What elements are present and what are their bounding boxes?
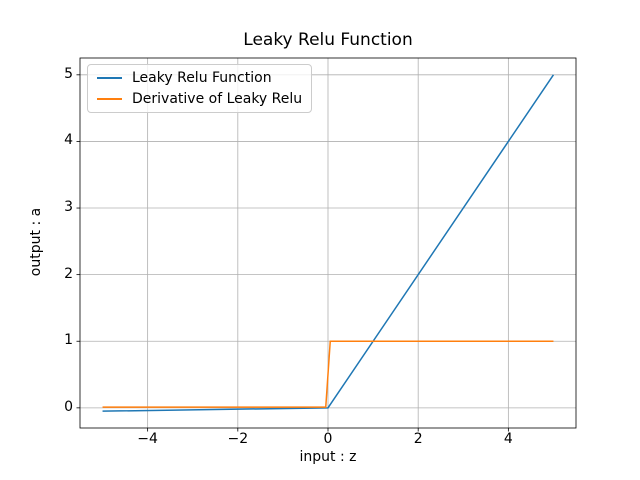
legend-line-sample-orange <box>97 98 122 100</box>
y-tick-label: 4 <box>64 132 73 149</box>
y-tick-label: 1 <box>64 332 73 349</box>
legend-item: Derivative of Leaky Relu <box>97 91 302 107</box>
legend: Leaky Relu Function Derivative of Leaky … <box>87 64 313 113</box>
legend-label: Leaky Relu Function <box>132 70 272 86</box>
x-tick-label: 4 <box>503 431 513 447</box>
x-tick-label: −4 <box>137 431 158 447</box>
legend-label: Derivative of Leaky Relu <box>132 91 303 107</box>
chart-title: Leaky Relu Function <box>243 30 413 50</box>
axes-frame <box>79 57 577 428</box>
y-tick-label: 5 <box>64 65 73 82</box>
x-tick-label: 2 <box>413 431 423 447</box>
y-tick-label: 0 <box>64 398 73 415</box>
x-tick-label: −2 <box>227 431 249 447</box>
legend-line-sample-blue <box>97 77 122 79</box>
series-line <box>102 339 554 408</box>
plot-area <box>76 57 577 431</box>
x-tick-label: 0 <box>323 431 333 447</box>
y-tick-label: 2 <box>64 265 73 282</box>
legend-item: Leaky Relu Function <box>97 70 302 86</box>
series-line <box>102 73 555 412</box>
y-tick-label: 3 <box>64 199 73 216</box>
x-axis-label: input : z <box>299 449 357 465</box>
